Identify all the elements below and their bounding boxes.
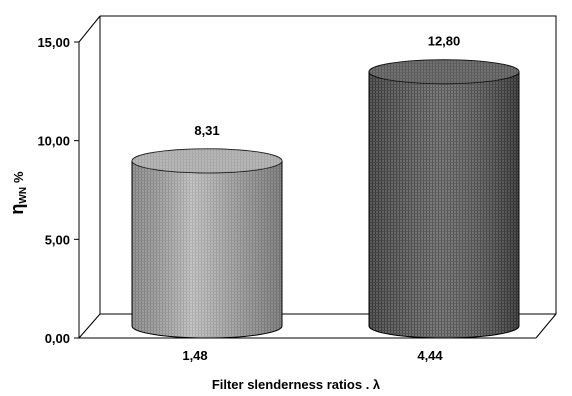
bar-value-label: 8,31 — [194, 123, 219, 138]
back-wall — [100, 15, 557, 315]
bar-top-texture — [132, 148, 282, 173]
y-tick-label: 15,00 — [37, 35, 70, 50]
y-axis-title: ηWN% — [7, 171, 29, 215]
x-axis-title: Filter slenderness ratios . λ — [212, 377, 381, 392]
bar-body-outline — [368, 71, 520, 339]
y-tick-label: 0,00 — [45, 331, 70, 346]
bar-body-outline — [131, 160, 283, 339]
svg-text:ηWN%: ηWN% — [7, 171, 29, 215]
y-axis-title-subscript: WN — [18, 187, 29, 204]
bar: 12,80 — [368, 34, 520, 339]
y-tick-label: 10,00 — [37, 134, 70, 149]
x-tick-label: 4,44 — [417, 348, 443, 363]
bars: 8,31 12,80 — [131, 34, 520, 339]
left-wall-top-edge — [78, 15, 101, 43]
floor-right-edge — [535, 313, 557, 339]
bar-top-texture — [369, 59, 519, 84]
y-axis-ticks: 0,00 5,00 10,00 15,00 — [37, 35, 79, 346]
y-tick-label: 5,00 — [45, 232, 70, 247]
x-axis-ticks: 1,48 4,44 — [182, 348, 443, 363]
y-axis-title-unit: % — [11, 171, 26, 183]
bar-value-label: 12,80 — [428, 34, 461, 49]
y-axis-title-main: η — [7, 204, 27, 215]
bar: 8,31 — [131, 123, 283, 339]
x-tick-label: 1,48 — [182, 348, 207, 363]
floor-left-edge — [78, 313, 101, 339]
